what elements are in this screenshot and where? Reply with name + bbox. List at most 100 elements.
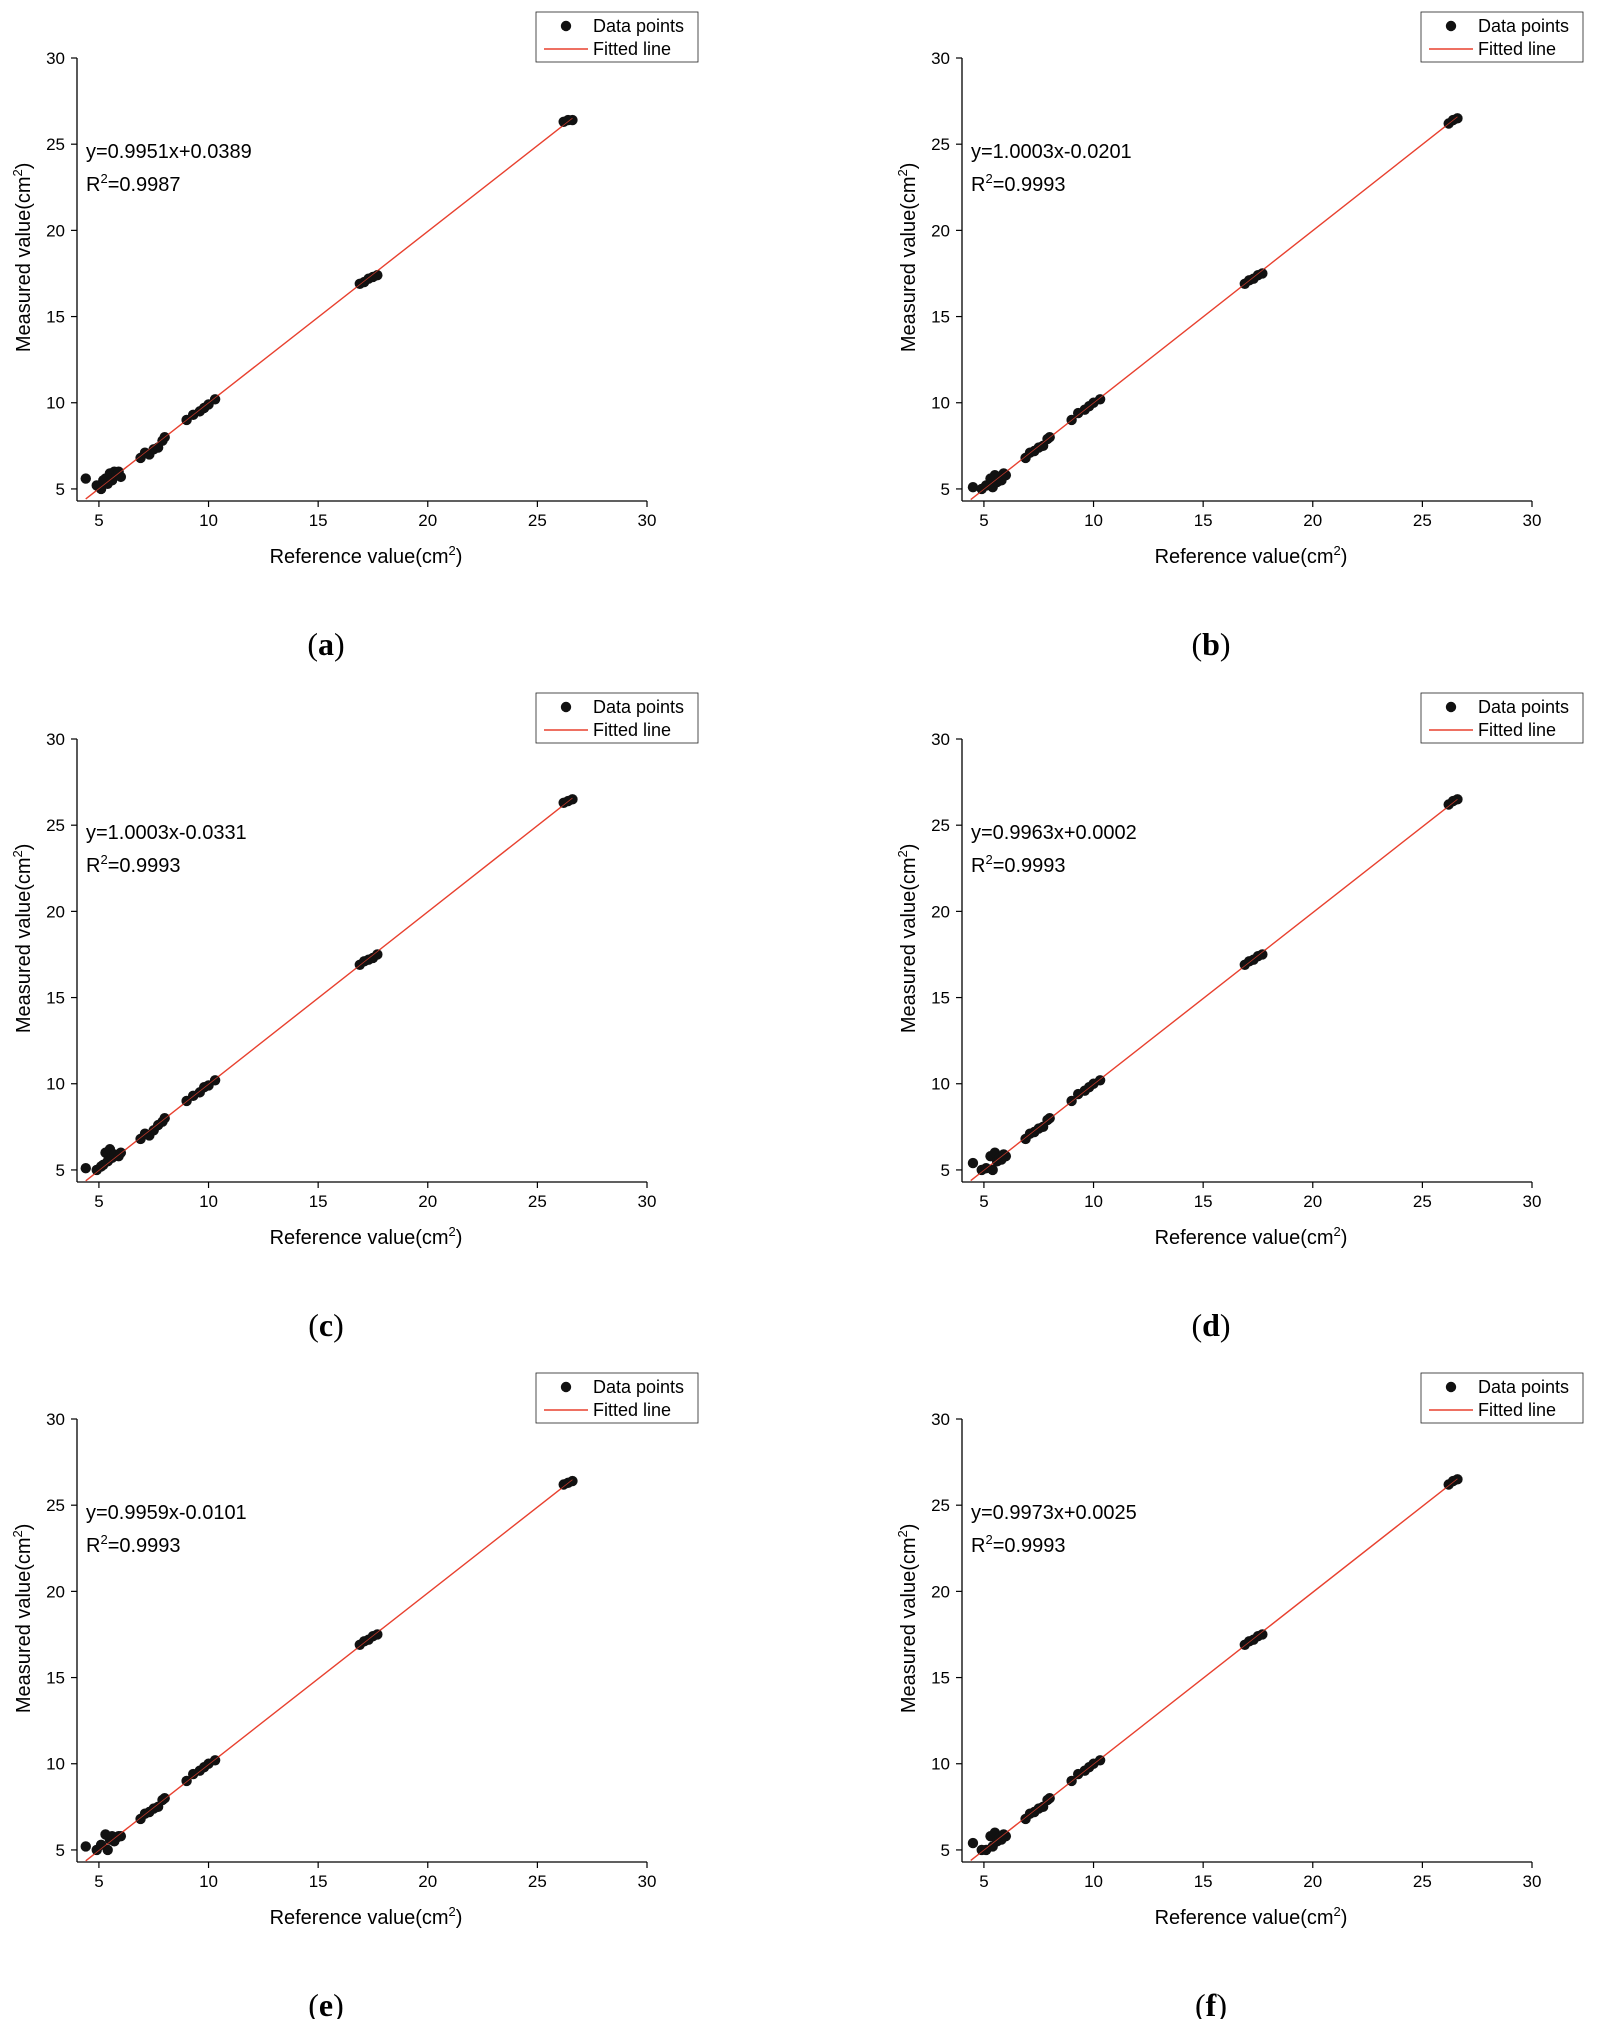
x-tick-label: 25 bbox=[1413, 1192, 1432, 1211]
panel-label-open: ( bbox=[308, 1987, 319, 2019]
x-tick-label: 15 bbox=[1194, 1192, 1213, 1211]
x-tick-label: 25 bbox=[528, 1192, 547, 1211]
legend-label-line: Fitted line bbox=[1478, 1400, 1556, 1420]
y-tick-label: 10 bbox=[931, 394, 950, 413]
data-point bbox=[567, 794, 578, 805]
data-point bbox=[1000, 1150, 1012, 1162]
legend-label-line: Fitted line bbox=[593, 720, 671, 740]
y-axis-label-close: ) bbox=[13, 844, 35, 851]
panel-label: (f) bbox=[1195, 1987, 1227, 2019]
r-squared-superscript: 2 bbox=[100, 171, 107, 186]
data-point bbox=[567, 1475, 578, 1487]
legend: Data points Fitted line bbox=[1420, 692, 1584, 744]
y-axis-label-text: Measured value(cm bbox=[13, 176, 35, 352]
x-axis-label-superscript: 2 bbox=[449, 1224, 456, 1239]
x-tick-label: 30 bbox=[638, 1872, 657, 1891]
data-point bbox=[1257, 268, 1268, 279]
x-tick-label: 15 bbox=[1194, 511, 1213, 530]
x-axis-label-text: Reference value(cm bbox=[1155, 1227, 1334, 1249]
data-point bbox=[1452, 1474, 1463, 1485]
legend-label-line: Fitted line bbox=[1478, 39, 1556, 59]
data-point bbox=[1257, 949, 1268, 960]
r-squared-value: =0.9993 bbox=[993, 1535, 1066, 1557]
y-tick-label: 30 bbox=[46, 1410, 65, 1429]
legend-label-points: Data points bbox=[1478, 697, 1569, 717]
y-axis-label-text: Measured value(cm bbox=[898, 1537, 920, 1713]
y-tick-label: 5 bbox=[941, 1841, 950, 1860]
data-point bbox=[1257, 1629, 1268, 1640]
panel-label-close: ) bbox=[333, 1987, 344, 2019]
y-tick-label: 10 bbox=[46, 1075, 65, 1094]
y-axis-label: Measured value(cm2) bbox=[10, 163, 35, 353]
r-squared-prefix: R bbox=[971, 1535, 985, 1557]
x-axis-label-text: Reference value(cm bbox=[1155, 1907, 1334, 1929]
data-points bbox=[967, 794, 1463, 1176]
y-tick-label: 25 bbox=[931, 1496, 950, 1515]
fit-equation: y=0.9973x+0.0025 bbox=[971, 1502, 1137, 1524]
x-axis-label-superscript: 2 bbox=[1334, 543, 1341, 558]
fitted-line-overlay bbox=[85, 117, 573, 500]
x-tick-label: 20 bbox=[418, 1872, 437, 1891]
data-point bbox=[1000, 469, 1012, 481]
panel-label-close: ) bbox=[1220, 626, 1231, 662]
r-squared: R2=0.9993 bbox=[86, 1532, 181, 1557]
fitted-line-overlay bbox=[970, 1478, 1458, 1861]
x-tick-label: 25 bbox=[528, 1872, 547, 1891]
legend: Data points Fitted line bbox=[1420, 11, 1584, 63]
legend-label-line: Fitted line bbox=[593, 1400, 671, 1420]
y-tick-label: 15 bbox=[931, 989, 950, 1008]
y-axis-label-text: Measured value(cm bbox=[898, 857, 920, 1033]
r-squared: R2=0.9993 bbox=[86, 852, 181, 877]
y-tick-label: 20 bbox=[46, 902, 65, 921]
data-point bbox=[115, 1830, 127, 1842]
chart-panel-c: 5 10 15 20 25 30 5 10 15 20 25 30 Reference value(cm… bbox=[10, 692, 699, 1343]
x-axis-label-superscript: 2 bbox=[1334, 1904, 1341, 1919]
x-tick-label: 20 bbox=[1303, 1872, 1322, 1891]
legend-box bbox=[535, 1372, 699, 1424]
x-axis-label: Reference value(cm2) bbox=[270, 1904, 463, 1929]
y-tick-label: 20 bbox=[46, 221, 65, 240]
y-axis-label-close: ) bbox=[898, 844, 920, 851]
x-axis-label-text: Reference value(cm bbox=[270, 546, 449, 568]
x-axis-label-close: ) bbox=[1341, 1227, 1348, 1249]
y-tick-label: 20 bbox=[931, 221, 950, 240]
x-axis-label: Reference value(cm2) bbox=[270, 543, 463, 568]
legend-label-line: Fitted line bbox=[593, 39, 671, 59]
legend-point-marker bbox=[560, 1381, 572, 1393]
fitted-line-overlay bbox=[85, 1479, 573, 1862]
y-axis-label-close: ) bbox=[13, 163, 35, 170]
data-point bbox=[1094, 1755, 1106, 1766]
data-point bbox=[1000, 1830, 1012, 1842]
y-axis-label: Measured value(cm2) bbox=[895, 844, 920, 1034]
panel-label-open: ( bbox=[1191, 626, 1202, 662]
x-tick-label: 15 bbox=[309, 511, 328, 530]
panel-label-close: ) bbox=[334, 626, 345, 662]
panel-label-letter: b bbox=[1202, 626, 1220, 662]
y-axis-label-text: Measured value(cm bbox=[13, 1537, 35, 1713]
data-point bbox=[967, 482, 979, 493]
r-squared-prefix: R bbox=[86, 1535, 100, 1557]
x-tick-label: 10 bbox=[1084, 511, 1103, 530]
y-tick-label: 15 bbox=[46, 989, 65, 1008]
panel-label: (c) bbox=[308, 1307, 344, 1343]
x-axis-label: Reference value(cm2) bbox=[1155, 543, 1348, 568]
panel-label-close: ) bbox=[1220, 1307, 1231, 1343]
r-squared: R2=0.9987 bbox=[86, 171, 181, 196]
panel-label: (d) bbox=[1191, 1307, 1230, 1343]
x-axis-label-close: ) bbox=[456, 1227, 463, 1249]
r-squared-prefix: R bbox=[971, 855, 985, 877]
panel-label-letter: e bbox=[319, 1987, 333, 2019]
y-tick-label: 15 bbox=[931, 308, 950, 327]
data-points bbox=[80, 794, 578, 1176]
legend-label-points: Data points bbox=[1478, 16, 1569, 36]
r-squared-value: =0.9993 bbox=[993, 855, 1066, 877]
panel-label: (b) bbox=[1191, 626, 1230, 662]
data-point bbox=[372, 1629, 383, 1640]
legend-point-marker bbox=[1445, 1381, 1457, 1393]
chart-panel-b: 5 10 15 20 25 30 5 10 15 20 25 30 Reference value(cm… bbox=[895, 11, 1584, 662]
x-tick-label: 30 bbox=[638, 1192, 657, 1211]
x-tick-label: 20 bbox=[418, 511, 437, 530]
panel-label: (e) bbox=[308, 1987, 344, 2019]
fitted-line-overlay bbox=[970, 798, 1458, 1181]
